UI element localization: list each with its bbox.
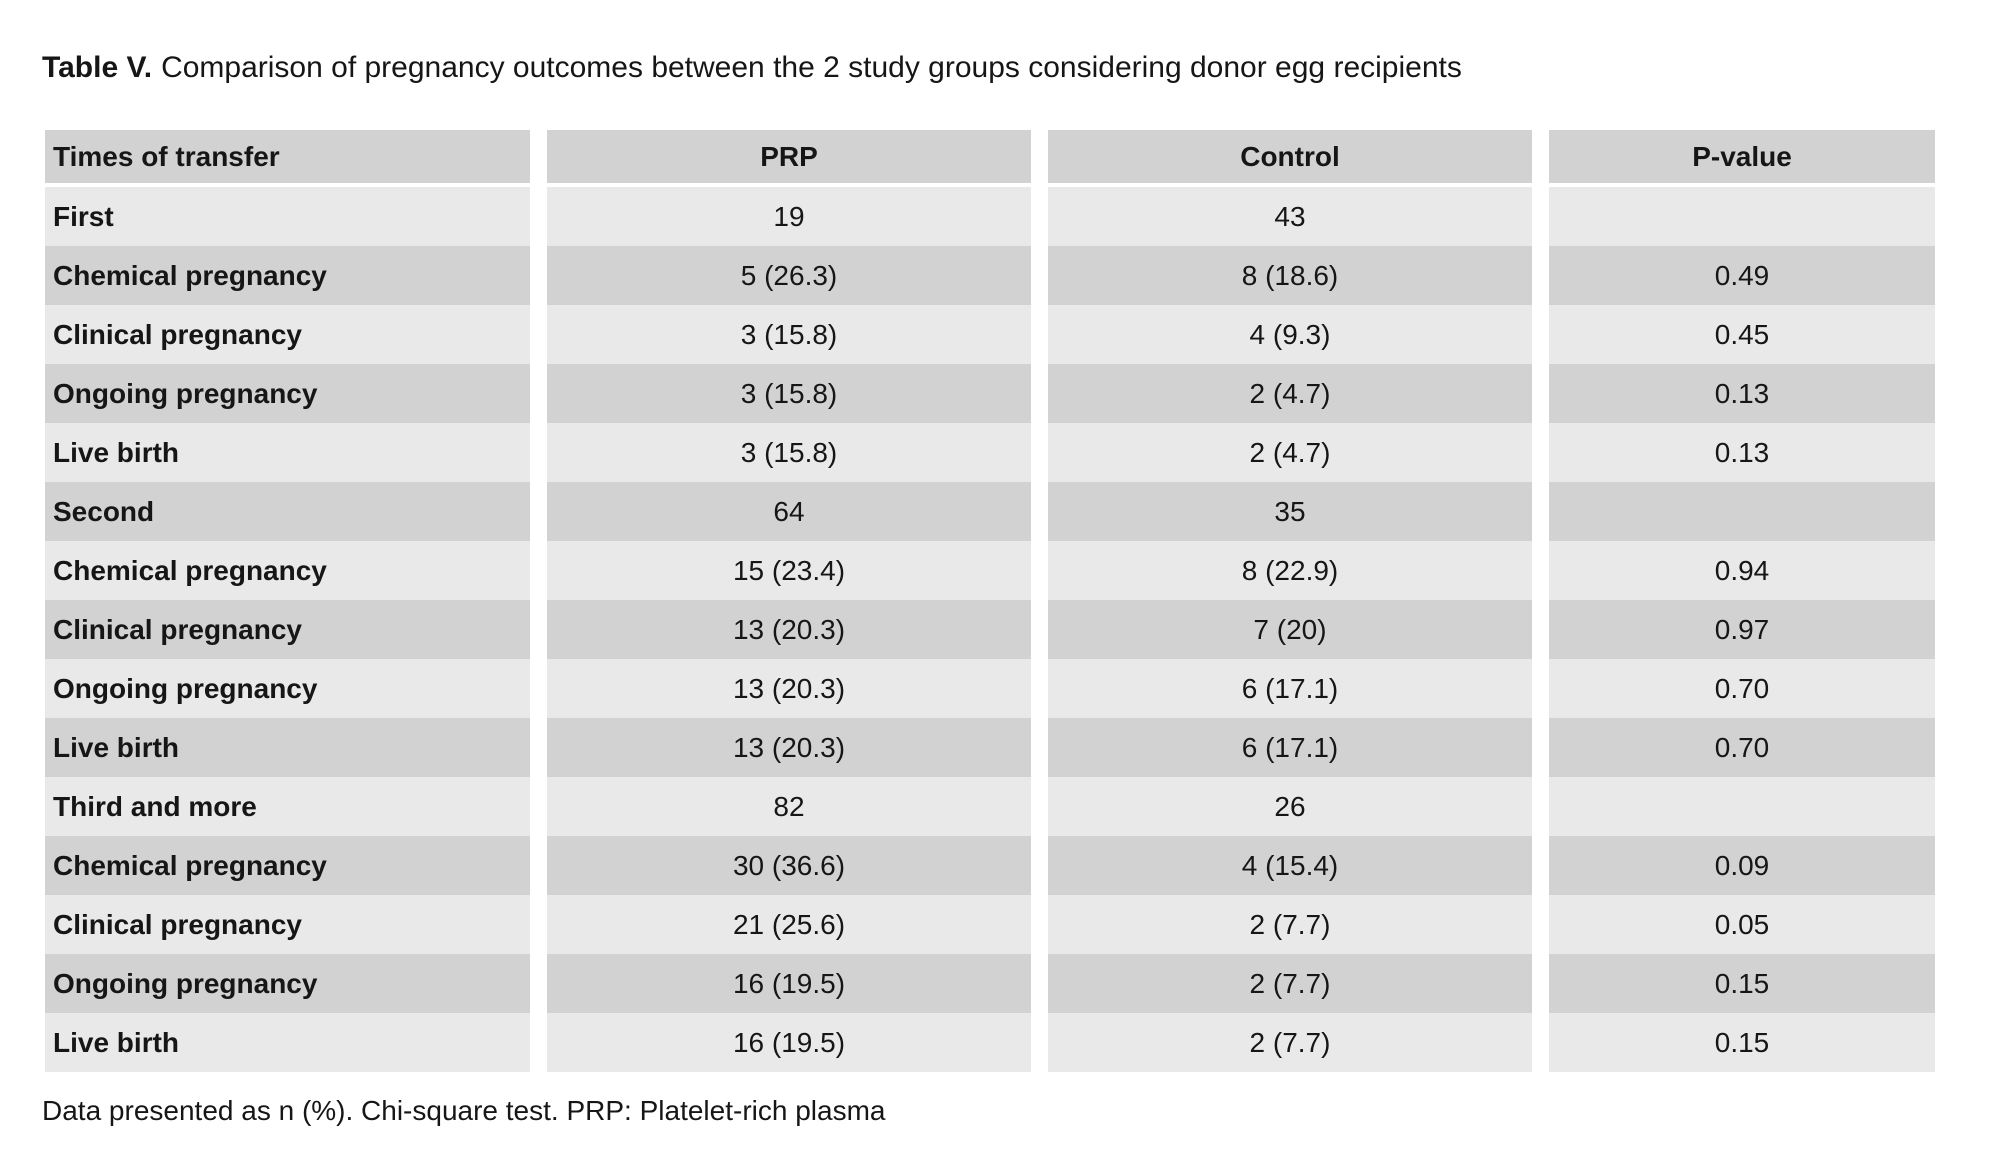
control-value: 7 (20) (1048, 600, 1532, 659)
control-value: 6 (17.1) (1048, 718, 1532, 777)
row-label: Clinical pregnancy (45, 600, 530, 659)
table-row: Second 64 35 (45, 482, 1935, 541)
table-row: Ongoing pregnancy 13 (20.3) 6 (17.1) 0.70 (45, 659, 1935, 718)
p-value: 0.15 (1549, 1013, 1935, 1072)
table-row: Third and more 82 26 (45, 777, 1935, 836)
prp-value: 15 (23.4) (547, 541, 1031, 600)
table-row: Live birth 16 (19.5) 2 (7.7) 0.15 (45, 1013, 1935, 1072)
control-value: 2 (4.7) (1048, 423, 1532, 482)
row-label: Second (45, 482, 530, 541)
p-value: 0.15 (1549, 954, 1935, 1013)
column-header-p-value: P-value (1549, 130, 1935, 183)
p-value (1549, 777, 1935, 836)
row-label: Clinical pregnancy (45, 305, 530, 364)
outcomes-table: Times of transfer PRP Control P-value Fi… (45, 130, 1935, 1072)
table-row: Chemical pregnancy 15 (23.4) 8 (22.9) 0.94 (45, 541, 1935, 600)
prp-value: 3 (15.8) (547, 364, 1031, 423)
table-row: First 19 43 (45, 187, 1935, 246)
prp-value: 3 (15.8) (547, 423, 1031, 482)
table-row: Chemical pregnancy 30 (36.6) 4 (15.4) 0.09 (45, 836, 1935, 895)
row-label: Live birth (45, 423, 530, 482)
row-label: Live birth (45, 1013, 530, 1072)
prp-value: 5 (26.3) (547, 246, 1031, 305)
p-value: 0.05 (1549, 895, 1935, 954)
p-value (1549, 187, 1935, 246)
row-label: Ongoing pregnancy (45, 954, 530, 1013)
table-row: Ongoing pregnancy 16 (19.5) 2 (7.7) 0.15 (45, 954, 1935, 1013)
control-value: 8 (22.9) (1048, 541, 1532, 600)
table-body: First 19 43 Chemical pregnancy 5 (26.3) 8 (18… (45, 187, 1935, 1072)
row-label: Live birth (45, 718, 530, 777)
table-row: Clinical pregnancy 21 (25.6) 2 (7.7) 0.05 (45, 895, 1935, 954)
p-value (1549, 482, 1935, 541)
p-value: 0.49 (1549, 246, 1935, 305)
control-value: 2 (4.7) (1048, 364, 1532, 423)
control-value: 8 (18.6) (1048, 246, 1532, 305)
prp-value: 21 (25.6) (547, 895, 1031, 954)
control-value: 2 (7.7) (1048, 1013, 1532, 1072)
table-caption: Comparison of pregnancy outcomes between… (161, 51, 1462, 84)
table-row: Ongoing pregnancy 3 (15.8) 2 (4.7) 0.13 (45, 364, 1935, 423)
p-value: 0.70 (1549, 659, 1935, 718)
row-label: First (45, 187, 530, 246)
control-value: 6 (17.1) (1048, 659, 1532, 718)
prp-value: 30 (36.6) (547, 836, 1031, 895)
table-footnote: Data presented as n (%). Chi-square test… (42, 1095, 886, 1126)
control-value: 2 (7.7) (1048, 954, 1532, 1013)
control-value: 4 (9.3) (1048, 305, 1532, 364)
p-value: 0.97 (1549, 600, 1935, 659)
prp-value: 13 (20.3) (547, 718, 1031, 777)
row-label: Chemical pregnancy (45, 246, 530, 305)
table-title: Table V. Comparison of pregnancy outcomes… (42, 50, 1462, 86)
p-value: 0.94 (1549, 541, 1935, 600)
row-label: Chemical pregnancy (45, 541, 530, 600)
prp-value: 19 (547, 187, 1031, 246)
p-value: 0.13 (1549, 364, 1935, 423)
prp-value: 16 (19.5) (547, 1013, 1031, 1072)
prp-value: 3 (15.8) (547, 305, 1031, 364)
table-row: Clinical pregnancy 3 (15.8) 4 (9.3) 0.45 (45, 305, 1935, 364)
table-row: Chemical pregnancy 5 (26.3) 8 (18.6) 0.49 (45, 246, 1935, 305)
prp-value: 82 (547, 777, 1031, 836)
row-label: Chemical pregnancy (45, 836, 530, 895)
control-value: 2 (7.7) (1048, 895, 1532, 954)
row-label: Ongoing pregnancy (45, 364, 530, 423)
table-row: Live birth 13 (20.3) 6 (17.1) 0.70 (45, 718, 1935, 777)
p-value: 0.45 (1549, 305, 1935, 364)
column-header-control: Control (1048, 130, 1532, 183)
control-value: 26 (1048, 777, 1532, 836)
column-header-times-of-transfer: Times of transfer (45, 130, 530, 183)
p-value: 0.13 (1549, 423, 1935, 482)
control-value: 43 (1048, 187, 1532, 246)
row-label: Ongoing pregnancy (45, 659, 530, 718)
prp-value: 13 (20.3) (547, 659, 1031, 718)
p-value: 0.70 (1549, 718, 1935, 777)
row-label: Third and more (45, 777, 530, 836)
table-number-label: Table V. (42, 51, 153, 84)
table-row: Clinical pregnancy 13 (20.3) 7 (20) 0.97 (45, 600, 1935, 659)
table-header-row: Times of transfer PRP Control P-value (45, 130, 1935, 183)
prp-value: 13 (20.3) (547, 600, 1031, 659)
control-value: 35 (1048, 482, 1532, 541)
prp-value: 64 (547, 482, 1031, 541)
column-header-prp: PRP (547, 130, 1031, 183)
table-row: Live birth 3 (15.8) 2 (4.7) 0.13 (45, 423, 1935, 482)
p-value: 0.09 (1549, 836, 1935, 895)
row-label: Clinical pregnancy (45, 895, 530, 954)
control-value: 4 (15.4) (1048, 836, 1532, 895)
prp-value: 16 (19.5) (547, 954, 1031, 1013)
